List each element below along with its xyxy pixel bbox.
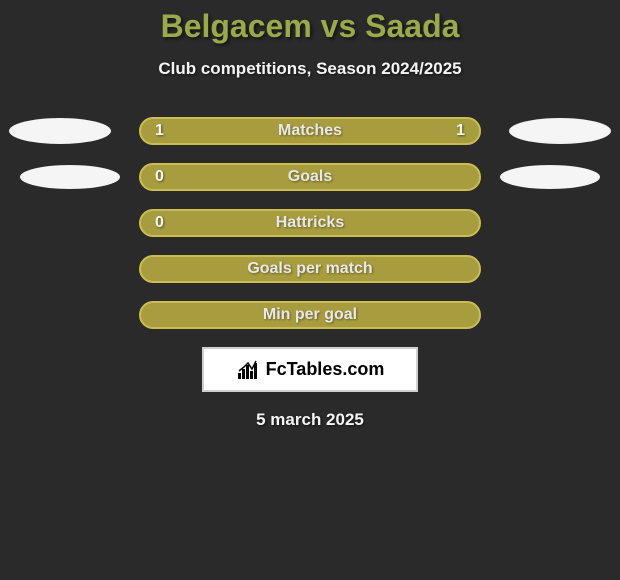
subtitle: Club competitions, Season 2024/2025	[0, 59, 620, 79]
stat-label: Goals	[288, 168, 332, 186]
stat-bar: 1 Matches 1	[139, 117, 481, 145]
stat-value-left: 0	[155, 168, 164, 186]
logo-text: FcTables.com	[266, 359, 385, 380]
stat-bar: Goals per match	[139, 255, 481, 283]
stat-value-left: 0	[155, 214, 164, 232]
stat-row-goals: 0 Goals	[0, 163, 620, 191]
left-ellipse	[20, 165, 120, 189]
stat-row-min-per-goal: Min per goal	[0, 301, 620, 329]
logo-content: FcTables.com	[236, 359, 385, 381]
stat-row-hattricks: 0 Hattricks	[0, 209, 620, 237]
date-text: 5 march 2025	[0, 410, 620, 430]
right-ellipse	[509, 118, 611, 144]
left-ellipse	[9, 118, 111, 144]
right-ellipse	[500, 165, 600, 189]
stat-label: Hattricks	[276, 214, 344, 232]
stat-value-left: 1	[155, 122, 164, 140]
stats-area: 1 Matches 1 0 Goals 0 Hattricks	[0, 117, 620, 329]
stat-label: Goals per match	[247, 260, 372, 278]
stat-bar: Min per goal	[139, 301, 481, 329]
stat-bar: 0 Hattricks	[139, 209, 481, 237]
fctables-chart-icon	[236, 359, 262, 381]
stat-value-right: 1	[456, 122, 465, 140]
stat-bar: 0 Goals	[139, 163, 481, 191]
stat-label: Matches	[278, 122, 342, 140]
stat-row-matches: 1 Matches 1	[0, 117, 620, 145]
logo-box: FcTables.com	[202, 347, 418, 392]
stat-row-goals-per-match: Goals per match	[0, 255, 620, 283]
main-container: Belgacem vs Saada Club competitions, Sea…	[0, 0, 620, 580]
stat-label: Min per goal	[263, 306, 357, 324]
page-title: Belgacem vs Saada	[0, 0, 620, 45]
